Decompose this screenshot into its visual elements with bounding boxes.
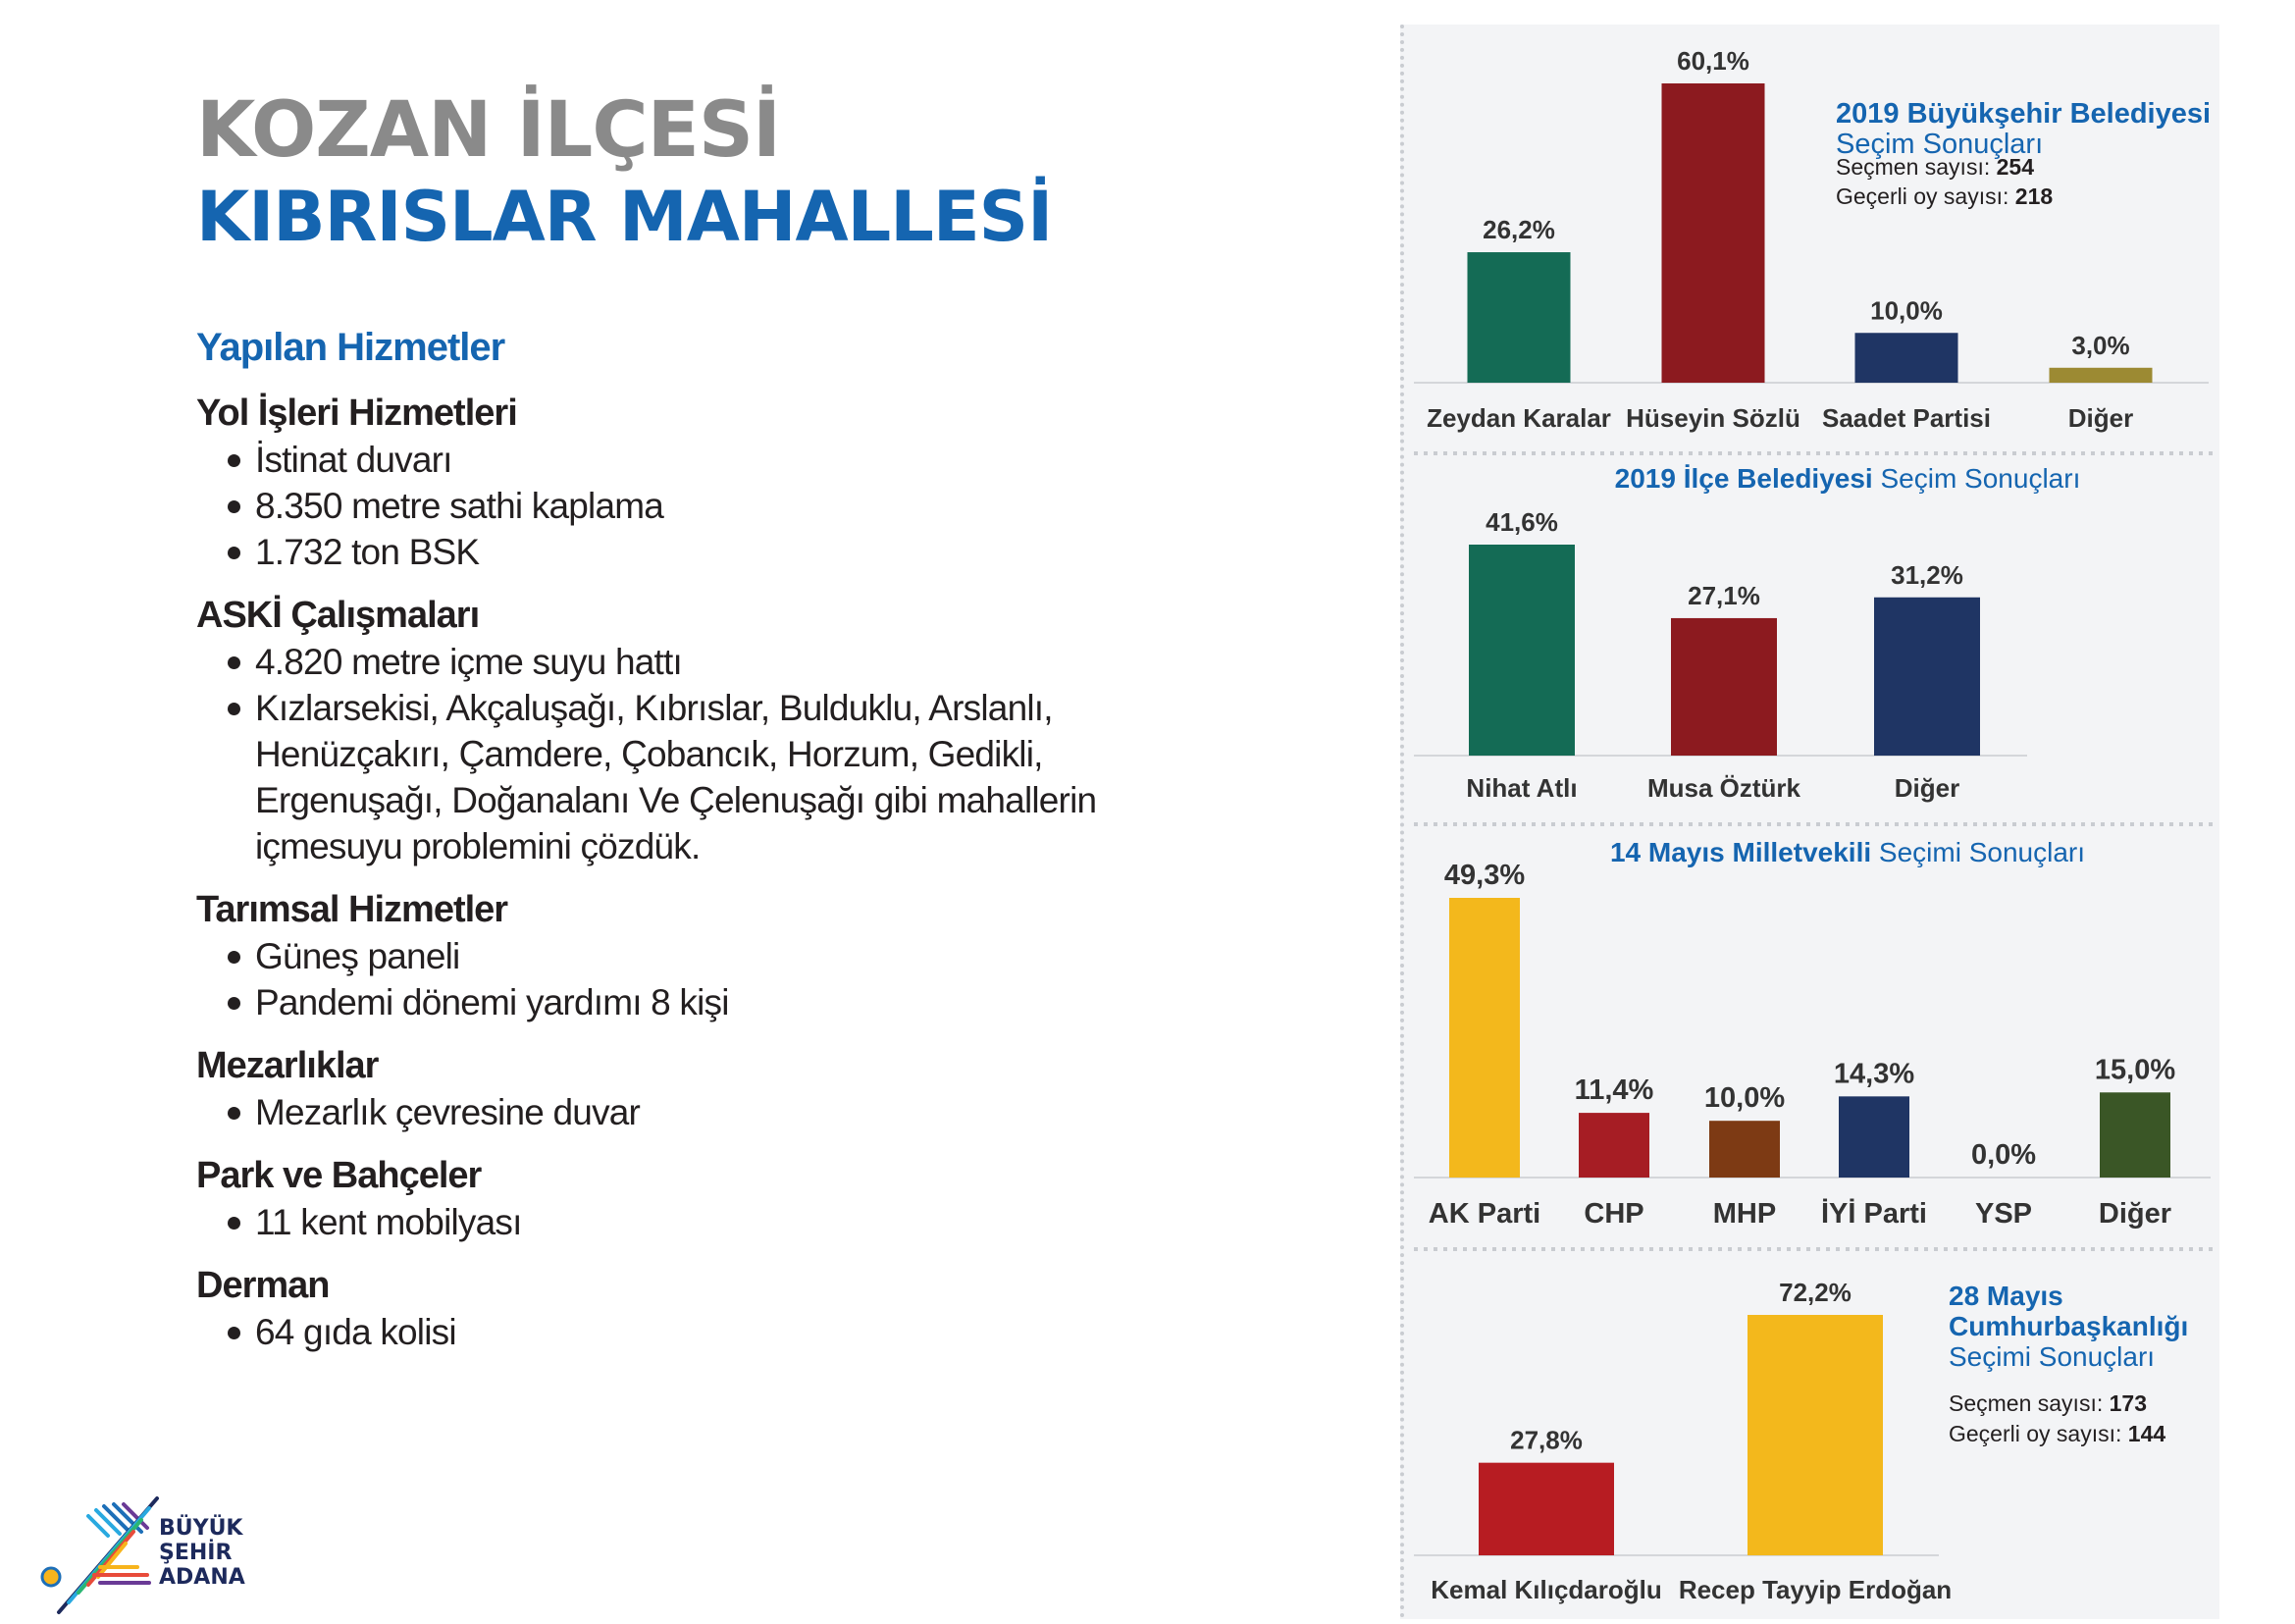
data-label: 27,1% xyxy=(1688,581,1760,610)
service-category-title: Mezarlıklar xyxy=(196,1045,379,1086)
data-label: 0,0% xyxy=(1971,1139,2036,1171)
election-charts: 26,2% Zeydan Karalar 60,1% Hüseyin Sözlü 10,… xyxy=(1414,46,2214,1604)
category-label: Zeydan Karalar xyxy=(1427,403,1611,433)
service-category-road: Yol İşleri Hizmetleri İstinat duvarı 8.3… xyxy=(196,390,1177,575)
category-label: Musa Öztürk xyxy=(1647,773,1801,803)
data-label: 31,2% xyxy=(1891,560,1963,590)
bar xyxy=(1747,1315,1883,1555)
chart-info: Seçmen sayısı: 173 xyxy=(1949,1390,2147,1416)
logo-wordmark: BÜYÜK ŞEHİR ADANA xyxy=(159,1516,245,1590)
chart-info: Geçerli oy sayısı: 144 xyxy=(1949,1421,2165,1446)
service-item: Mezarlık çevresine duvar xyxy=(196,1089,1177,1135)
service-item: Kızlarsekisi, Akçaluşağı, Kıbrıslar, Bul… xyxy=(196,685,1177,869)
services-list: Yol İşleri Hizmetleri İstinat duvarı 8.3… xyxy=(196,390,1177,1372)
bar xyxy=(1874,597,1980,756)
election-chart-3: 49,3% AK Parti 11,4% CHP 10,0% MHP 14,3% İYİ Pa… xyxy=(1414,837,2211,1230)
category-label: İYİ Parti xyxy=(1821,1198,1927,1230)
data-label: 49,3% xyxy=(1444,860,1525,891)
bar xyxy=(1449,898,1520,1178)
service-category-aski: ASKİ Çalışmaları 4.820 metre içme suyu h… xyxy=(196,592,1177,869)
bar xyxy=(1671,617,1777,756)
logo-line: BÜYÜK xyxy=(159,1516,243,1541)
logo-line: ŞEHİR xyxy=(159,1541,233,1565)
service-item: Güneş paneli xyxy=(196,933,1177,979)
category-label: Diğer xyxy=(1895,773,1959,803)
data-label: 15,0% xyxy=(2095,1054,2175,1085)
service-item: 11 kent mobilyası xyxy=(196,1199,1177,1245)
category-label: Nihat Atlı xyxy=(1466,773,1577,803)
buyuksehir-adana-logo-icon xyxy=(40,1496,159,1614)
data-label: 10,0% xyxy=(1870,295,1943,325)
chart-subtitle: Seçim Sonuçları xyxy=(1836,129,2043,160)
service-item: İstinat duvarı xyxy=(196,437,1177,483)
bar xyxy=(1854,333,1958,383)
chart-title: 14 Mayıs Milletvekili Seçimi Sonuçları xyxy=(1610,837,2085,867)
data-label: 27,8% xyxy=(1510,1426,1583,1455)
service-item: 4.820 metre içme suyu hattı xyxy=(196,639,1177,685)
service-category-title: Yol İşleri Hizmetleri xyxy=(196,393,518,434)
bar xyxy=(1709,1121,1780,1178)
category-label: Diğer xyxy=(2099,1198,2171,1230)
category-label: AK Parti xyxy=(1429,1198,1540,1230)
service-category-title: Tarımsal Hizmetler xyxy=(196,889,508,930)
data-label: 11,4% xyxy=(1575,1074,1654,1106)
service-item: Pandemi dönemi yardımı 8 kişi xyxy=(196,979,1177,1025)
bar xyxy=(1839,1096,1909,1178)
bar xyxy=(2049,367,2153,383)
election-chart-2: 41,6% Nihat Atlı 27,1% Musa Öztürk 31,2% Diğe… xyxy=(1414,463,2080,803)
service-category-title: Derman xyxy=(196,1265,331,1306)
service-item: 64 gıda kolisi xyxy=(196,1309,1177,1355)
data-label: 72,2% xyxy=(1779,1278,1852,1307)
bar xyxy=(1661,83,1765,383)
category-label: Hüseyin Sözlü xyxy=(1626,403,1800,433)
election-chart-4: 27,8% Kemal Kılıçdaroğlu 72,2% Recep Tayyip… xyxy=(1414,1278,2188,1604)
category-label: Kemal Kılıçdaroğlu xyxy=(1431,1575,1662,1604)
page-title-district: KOZAN İLÇESİ xyxy=(196,86,781,175)
chart-info: Geçerli oy sayısı: 218 xyxy=(1836,183,2053,209)
service-item: 1.732 ton BSK xyxy=(196,529,1177,575)
category-label: Diğer xyxy=(2068,403,2133,433)
election-results-panel: 26,2% Zeydan Karalar 60,1% Hüseyin Sözlü 10,… xyxy=(1400,25,2219,1619)
data-label: 60,1% xyxy=(1677,46,1749,76)
data-label: 14,3% xyxy=(1834,1058,1914,1089)
service-item: 8.350 metre sathi kaplama xyxy=(196,483,1177,529)
service-category-cemeteries: Mezarlıklar Mezarlık çevresine duvar xyxy=(196,1042,1177,1135)
bar xyxy=(2100,1092,2170,1178)
election-chart-1: 26,2% Zeydan Karalar 60,1% Hüseyin Sözlü 10,… xyxy=(1414,46,2211,433)
service-category-parks: Park ve Bahçeler 11 kent mobilyası xyxy=(196,1152,1177,1245)
chart-title: 28 Mayıs xyxy=(1949,1281,2063,1311)
chart-title: 2019 İlçe Belediyesi Seçim Sonuçları xyxy=(1615,463,2081,494)
service-category-derman: Derman 64 gıda kolisi xyxy=(196,1262,1177,1355)
chart-info: Seçmen sayısı: 254 xyxy=(1836,154,2034,180)
data-label: 10,0% xyxy=(1704,1082,1785,1114)
chart-subtitle: Seçimi Sonuçları xyxy=(1949,1341,2155,1372)
bar xyxy=(1479,1462,1614,1555)
chart-title: Cumhurbaşkanlığı xyxy=(1949,1311,2188,1341)
services-heading: Yapılan Hizmetler xyxy=(196,326,505,369)
logo-line: ADANA xyxy=(159,1565,245,1590)
category-label: MHP xyxy=(1713,1198,1776,1230)
data-label: 26,2% xyxy=(1483,215,1555,244)
category-label: Recep Tayyip Erdoğan xyxy=(1679,1575,1952,1604)
bar xyxy=(1579,1113,1649,1178)
data-label: 41,6% xyxy=(1486,507,1558,537)
bar xyxy=(1467,252,1571,383)
service-category-title: ASKİ Çalışmaları xyxy=(196,595,480,636)
category-label: YSP xyxy=(1975,1198,2032,1230)
service-category-title: Park ve Bahçeler xyxy=(196,1155,482,1196)
service-category-agriculture: Tarımsal Hizmetler Güneş paneli Pandemi … xyxy=(196,886,1177,1025)
bar xyxy=(1469,545,1575,756)
category-label: CHP xyxy=(1584,1198,1643,1230)
chart-title: 2019 Büyükşehir Belediyesi xyxy=(1836,98,2211,130)
page-title-neighborhood: KIBRISLAR MAHALLESİ xyxy=(196,177,1053,257)
category-label: Saadet Partisi xyxy=(1822,403,1991,433)
data-label: 3,0% xyxy=(2071,331,2129,360)
